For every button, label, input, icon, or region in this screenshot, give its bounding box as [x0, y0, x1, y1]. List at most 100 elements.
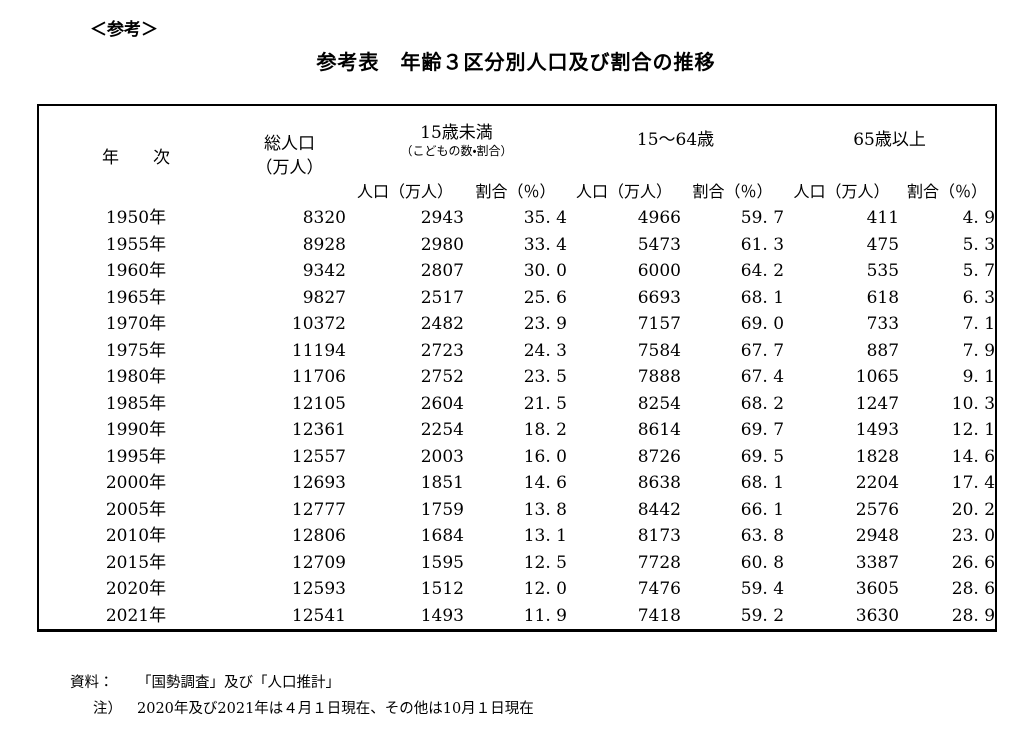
cell-over65-ratio: 12. 1: [951, 420, 996, 440]
cell-working-age-ratio: 67. 7: [740, 340, 785, 361]
table-row: 1970年 10372 2482 23. 9 7157 69. 0 733 7. 1: [38, 311, 996, 338]
cell-over65-population: 2204: [855, 473, 900, 493]
header-group-under15-label: 15歳未満: [420, 123, 493, 143]
cell-working-age-population: 8173: [637, 526, 681, 546]
note-label: 注）: [93, 701, 122, 717]
cell-over65-population: 2576: [855, 499, 900, 520]
page-title: 参考表 年齢３区分別人口及び割合の推移: [316, 50, 716, 74]
cell-under15-ratio: 30. 0: [523, 261, 567, 281]
header-under15-population: 人口（万人）: [356, 181, 453, 201]
cell-over65-population: 733: [866, 314, 900, 334]
header-group-under15-sublabel: （こどもの数・割合）: [400, 144, 513, 158]
header-group-working-age-label: 15～64歳: [636, 130, 715, 150]
note-text: 2020年及び2021年は４月１日現在、その他は10月１日現在: [137, 701, 534, 717]
cell-working-age-population: 7584: [637, 340, 681, 361]
cell-year: 1955年: [105, 234, 167, 255]
cell-working-age-population: 7157: [637, 314, 681, 334]
cell-working-age-ratio: 59. 7: [740, 208, 785, 228]
cell-under15-ratio: 21. 5: [523, 393, 567, 414]
cell-under15-population: 2003: [420, 446, 464, 467]
cell-under15-ratio: 13. 8: [523, 499, 567, 520]
table-row: 1965年 9827 2517 25. 6 6693 68. 1 618 6. 3: [38, 285, 996, 312]
header-year: 年 次: [102, 148, 170, 168]
footnotes: 資料： 「国勢調査」及び「人口推計」 注） 2020年及び2021年は４月１日現…: [70, 670, 1026, 722]
cell-working-age-ratio: 66. 1: [740, 499, 785, 520]
cell-year: 2015年: [105, 552, 167, 573]
cell-over65-population: 1828: [855, 446, 900, 467]
cell-under15-population: 1595: [420, 552, 464, 573]
cell-working-age-population: 7888: [637, 367, 681, 387]
cell-under15-population: 2517: [420, 287, 464, 308]
cell-working-age-ratio: 69. 7: [740, 420, 785, 440]
cell-over65-ratio: 14. 6: [951, 446, 996, 467]
table-row: 1995年 12557 2003 16. 0 8726 69. 5 1828 14. 6: [38, 444, 996, 471]
cell-under15-population: 2752: [420, 367, 464, 387]
cell-working-age-ratio: 68. 1: [740, 287, 785, 308]
cell-under15-population: 2943: [420, 208, 464, 228]
cell-working-age-ratio: 69. 5: [740, 446, 785, 467]
cell-working-age-ratio: 63. 8: [740, 526, 785, 546]
cell-under15-ratio: 25. 6: [523, 287, 567, 308]
cell-over65-ratio: 17. 4: [951, 473, 996, 493]
cell-under15-population: 2604: [420, 393, 464, 414]
cell-over65-population: 1493: [855, 420, 900, 440]
cell-over65-ratio: 5. 7: [962, 261, 996, 281]
cell-working-age-population: 4966: [637, 208, 681, 228]
cell-under15-ratio: 14. 6: [523, 473, 567, 493]
table-row: 1960年 9342 2807 30. 0 6000 64. 2 535 5. 7: [38, 258, 996, 285]
cell-under15-population: 2482: [420, 314, 464, 334]
cell-year: 2020年: [105, 579, 167, 599]
cell-working-age-ratio: 64. 2: [740, 261, 785, 281]
cell-year: 1985年: [105, 393, 167, 414]
cell-under15-population: 1851: [420, 473, 464, 493]
header-over65-population: 人口（万人）: [793, 181, 890, 201]
cell-under15-ratio: 23. 5: [523, 367, 567, 387]
source-text: 「国勢調査」及び「人口推計」: [137, 675, 340, 691]
header-group-under15: 15歳未満 （こどもの数・割合）: [346, 105, 567, 174]
header-over65-ratio: 割合（％）: [907, 181, 988, 201]
header-working-age-population: 人口（万人）: [575, 181, 672, 201]
cell-total-population: 12557: [291, 446, 346, 467]
cell-over65-population: 887: [866, 340, 900, 361]
cell-year: 2021年: [105, 605, 167, 626]
cell-year: 1975年: [105, 340, 167, 361]
cell-total-population: 12777: [291, 499, 346, 520]
cell-working-age-ratio: 60. 8: [740, 552, 785, 573]
cell-over65-population: 535: [866, 261, 900, 281]
cell-working-age-population: 5473: [637, 234, 681, 255]
cell-working-age-ratio: 69. 0: [740, 314, 785, 334]
cell-working-age-population: 8726: [637, 446, 681, 467]
population-table: 年 次 総人口 （万人） 15歳未満 （こどもの数・割合） 15～64歳 65歳…: [37, 104, 998, 632]
cell-under15-ratio: 18. 2: [523, 420, 567, 440]
cell-working-age-population: 8638: [637, 473, 681, 493]
table-row: 2020年 12593 1512 12. 0 7476 59. 4 3605 28. 6: [38, 576, 996, 603]
table-row: 1990年 12361 2254 18. 2 8614 69. 7 1493 12. 1: [38, 417, 996, 444]
cell-over65-ratio: 28. 9: [951, 605, 996, 626]
cell-under15-ratio: 13. 1: [523, 526, 567, 546]
cell-total-population: 12806: [291, 526, 346, 546]
header-row-subcolumns: 人口（万人） 割合（％） 人口（万人） 割合（％） 人口（万人） 割合（％）: [38, 174, 996, 205]
cell-total-population: 8928: [302, 234, 346, 255]
cell-over65-ratio: 5. 3: [962, 234, 996, 255]
table-row: 1950年 8320 2943 35. 4 4966 59. 7 411 4. 9: [38, 205, 996, 232]
cell-over65-ratio: 28. 6: [951, 579, 996, 599]
cell-under15-ratio: 33. 4: [523, 234, 567, 255]
cell-working-age-population: 7418: [637, 605, 681, 626]
cell-over65-ratio: 4. 9: [962, 208, 996, 228]
cell-year: 1990年: [105, 420, 167, 440]
cell-working-age-population: 6000: [637, 261, 681, 281]
cell-over65-population: 1065: [855, 367, 900, 387]
cell-over65-ratio: 7. 1: [962, 314, 996, 334]
cell-under15-population: 2254: [420, 420, 464, 440]
cell-working-age-ratio: 67. 4: [740, 367, 785, 387]
cell-working-age-population: 7476: [637, 579, 681, 599]
cell-total-population: 8320: [302, 208, 346, 228]
table-row: 2021年 12541 1493 11. 9 7418 59. 2 3630 28. 9: [38, 603, 996, 631]
cell-total-population: 10372: [291, 314, 346, 334]
cell-total-population: 12105: [291, 393, 346, 414]
cell-over65-population: 3630: [855, 605, 900, 626]
cell-year: 1980年: [105, 367, 167, 387]
header-working-age-ratio: 割合（％）: [692, 181, 773, 201]
cell-over65-ratio: 7. 9: [962, 340, 996, 361]
cell-over65-population: 1247: [855, 393, 900, 414]
